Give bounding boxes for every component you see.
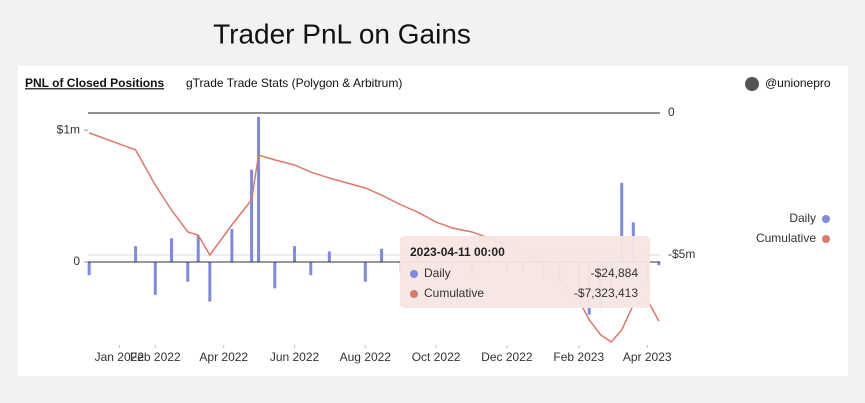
legend-label: Cumulative bbox=[756, 231, 816, 245]
y2-tick-label: -$5m bbox=[668, 247, 695, 261]
legend-swatch bbox=[822, 215, 830, 223]
tooltip: 2023-04-11 00:00 Daily -$24,884 Cumulati… bbox=[400, 236, 650, 308]
tooltip-box bbox=[400, 236, 650, 308]
tooltip-series: Daily bbox=[424, 266, 451, 280]
bar bbox=[170, 238, 174, 262]
x-tick-label: Feb 2023 bbox=[553, 350, 604, 364]
bar bbox=[257, 116, 261, 262]
x-tick-label: Feb 2022 bbox=[130, 350, 181, 364]
panel-title[interactable]: PNL of Closed Positions bbox=[25, 76, 164, 90]
bar bbox=[250, 169, 254, 262]
x-tick-label: Dec 2022 bbox=[481, 350, 533, 364]
legend-swatch bbox=[822, 235, 830, 243]
bar bbox=[363, 261, 367, 282]
x-tick-label: Oct 2022 bbox=[412, 350, 461, 364]
avatar bbox=[745, 77, 759, 91]
x-tick-label: Apr 2022 bbox=[199, 350, 248, 364]
legend: Daily Cumulative bbox=[756, 211, 830, 245]
x-tick-label: Aug 2022 bbox=[340, 350, 392, 364]
legend-label: Daily bbox=[789, 211, 816, 225]
author[interactable]: @unionepro bbox=[765, 76, 831, 90]
y-tick-label: $1m bbox=[57, 122, 80, 136]
bar bbox=[380, 248, 384, 262]
bar bbox=[87, 261, 91, 276]
page-title: Trader PnL on Gains bbox=[213, 18, 471, 49]
bar bbox=[620, 182, 624, 262]
bar bbox=[230, 229, 234, 262]
bar bbox=[273, 261, 277, 289]
x-tick-label: Jan 2022 bbox=[95, 350, 145, 364]
bar bbox=[153, 261, 157, 295]
y-tick-label: 0 bbox=[73, 254, 80, 268]
bar bbox=[327, 251, 331, 262]
bar bbox=[186, 261, 190, 282]
y2-tick-label: 0 bbox=[668, 105, 675, 119]
x-tick-label: Jun 2022 bbox=[270, 350, 320, 364]
tooltip-swatch bbox=[410, 270, 418, 278]
bar bbox=[309, 261, 313, 276]
line bbox=[88, 132, 660, 343]
bar bbox=[657, 261, 661, 266]
tooltip-value: -$24,884 bbox=[591, 266, 639, 280]
tooltip-date: 2023-04-11 00:00 bbox=[410, 245, 505, 259]
bar bbox=[134, 246, 138, 262]
tooltip-series: Cumulative bbox=[424, 286, 484, 300]
panel-subtitle: gTrade Trade Stats (Polygon & Arbitrum) bbox=[186, 76, 402, 90]
bar bbox=[293, 246, 297, 262]
bar bbox=[196, 235, 200, 262]
tooltip-swatch bbox=[410, 290, 418, 298]
bar bbox=[208, 261, 212, 302]
tooltip-value: -$7,323,413 bbox=[574, 286, 638, 300]
x-tick-label: Apr 2023 bbox=[623, 350, 672, 364]
